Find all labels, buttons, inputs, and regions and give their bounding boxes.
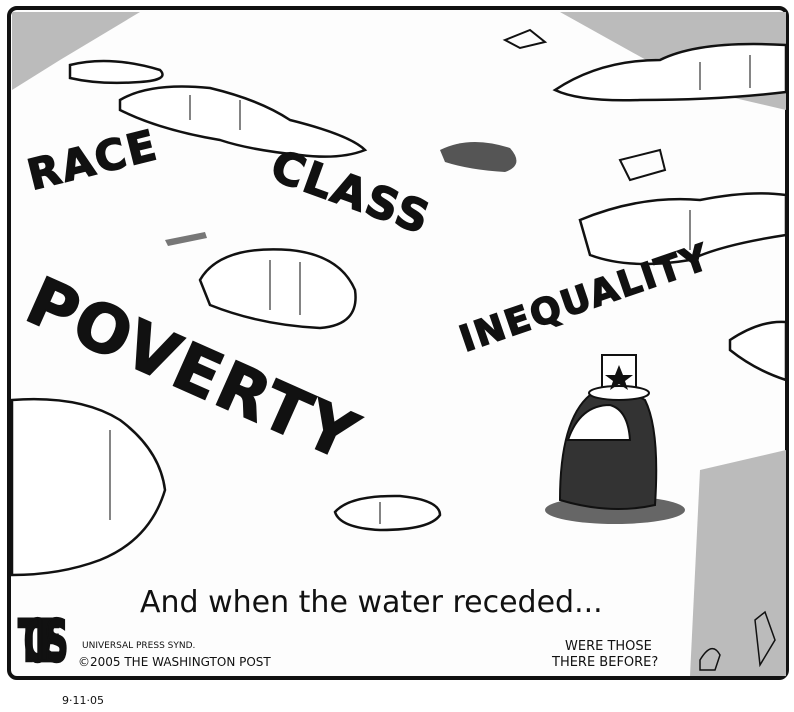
aside-line-1: WERE THOSE: [565, 639, 652, 654]
cartoon: RACE CLASS POVERTY INEQUALITY And when t…: [0, 0, 794, 712]
signature: TOLES: [18, 609, 70, 676]
syndicate: UNIVERSAL PRESS SYND.: [82, 641, 195, 651]
copyright: ©2005 THE WASHINGTON POST: [78, 655, 271, 669]
puddle: [335, 496, 440, 530]
aside-line-2: THERE BEFORE?: [551, 655, 658, 670]
hatching: [690, 450, 786, 676]
page: RACE CLASS POVERTY INEQUALITY And when t…: [0, 0, 794, 712]
caption: And when the water receded...: [140, 585, 603, 620]
hat-brim: [589, 386, 649, 400]
date: 9·11·05: [62, 694, 104, 707]
